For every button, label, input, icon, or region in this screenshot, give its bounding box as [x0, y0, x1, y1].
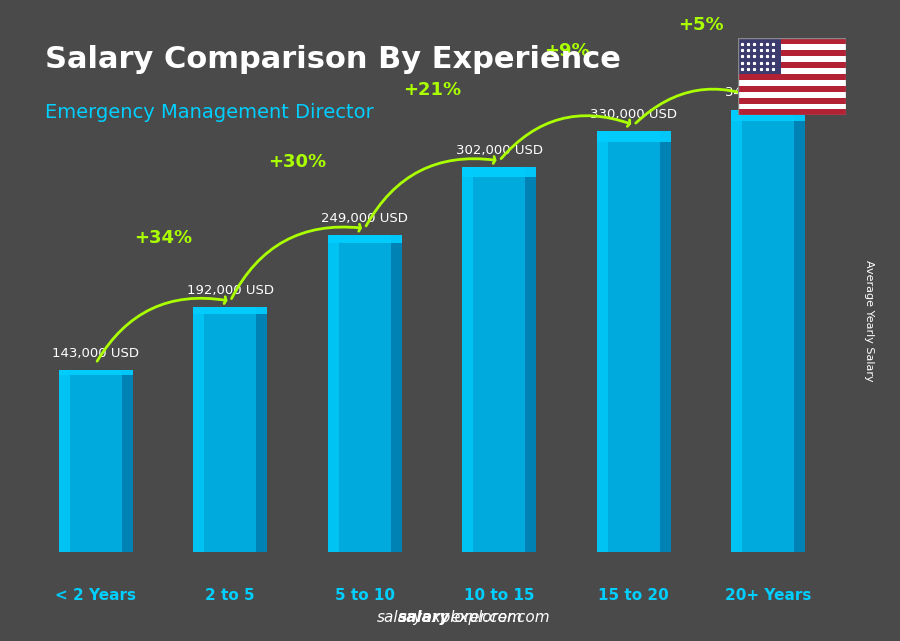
FancyBboxPatch shape: [463, 167, 536, 553]
Text: 2 to 5: 2 to 5: [205, 588, 255, 603]
Text: +30%: +30%: [268, 153, 327, 171]
Bar: [738, 38, 846, 44]
Text: +21%: +21%: [403, 81, 461, 99]
Bar: [738, 80, 846, 86]
Bar: [738, 86, 846, 92]
Text: Salary Comparison By Experience: Salary Comparison By Experience: [45, 45, 621, 74]
Text: 20+ Years: 20+ Years: [725, 588, 812, 603]
FancyBboxPatch shape: [194, 308, 204, 553]
Bar: [738, 74, 846, 80]
FancyBboxPatch shape: [328, 235, 338, 553]
FancyBboxPatch shape: [58, 370, 70, 553]
Bar: [738, 50, 846, 56]
Bar: [738, 44, 846, 50]
Text: Average Yearly Salary: Average Yearly Salary: [863, 260, 874, 381]
Text: explorer.com: explorer.com: [450, 610, 550, 625]
Text: 15 to 20: 15 to 20: [598, 588, 669, 603]
FancyBboxPatch shape: [58, 370, 132, 553]
Text: 302,000 USD: 302,000 USD: [455, 144, 543, 157]
FancyBboxPatch shape: [58, 370, 132, 374]
Text: 249,000 USD: 249,000 USD: [321, 212, 409, 224]
FancyBboxPatch shape: [597, 131, 670, 142]
FancyBboxPatch shape: [597, 131, 608, 553]
FancyBboxPatch shape: [660, 131, 670, 553]
Text: +5%: +5%: [679, 17, 724, 35]
Text: 10 to 15: 10 to 15: [464, 588, 535, 603]
Bar: [738, 97, 846, 104]
FancyBboxPatch shape: [463, 167, 536, 177]
Text: salary: salary: [398, 610, 450, 625]
Text: < 2 Years: < 2 Years: [55, 588, 136, 603]
FancyBboxPatch shape: [328, 235, 401, 553]
FancyBboxPatch shape: [526, 167, 536, 553]
Bar: [738, 104, 846, 110]
FancyBboxPatch shape: [328, 235, 401, 243]
FancyBboxPatch shape: [732, 110, 806, 121]
Bar: [738, 62, 846, 68]
FancyBboxPatch shape: [391, 235, 401, 553]
FancyBboxPatch shape: [194, 308, 267, 313]
Bar: [738, 92, 846, 97]
FancyBboxPatch shape: [122, 370, 132, 553]
FancyBboxPatch shape: [794, 110, 806, 553]
Bar: [738, 110, 846, 115]
Bar: [738, 68, 846, 74]
Text: +9%: +9%: [544, 42, 590, 60]
Text: Emergency Management Director: Emergency Management Director: [45, 103, 374, 122]
Text: +34%: +34%: [134, 229, 192, 247]
Text: salaryexplorer.com: salaryexplorer.com: [377, 610, 523, 625]
Bar: [738, 56, 846, 62]
Text: 143,000 USD: 143,000 USD: [52, 347, 140, 360]
Bar: [738, 38, 781, 74]
FancyBboxPatch shape: [194, 308, 267, 553]
Text: 347,000 USD: 347,000 USD: [724, 87, 812, 99]
FancyBboxPatch shape: [463, 167, 473, 553]
Text: 5 to 10: 5 to 10: [335, 588, 395, 603]
FancyBboxPatch shape: [732, 110, 742, 553]
Text: 192,000 USD: 192,000 USD: [186, 284, 274, 297]
FancyBboxPatch shape: [597, 131, 670, 553]
FancyBboxPatch shape: [732, 110, 806, 553]
Text: 330,000 USD: 330,000 USD: [590, 108, 678, 121]
FancyBboxPatch shape: [256, 308, 267, 553]
